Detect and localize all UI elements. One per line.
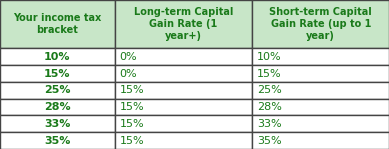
Polygon shape: [0, 48, 115, 65]
Polygon shape: [252, 115, 389, 132]
Polygon shape: [252, 82, 389, 99]
Polygon shape: [115, 82, 252, 99]
Text: 28%: 28%: [257, 102, 282, 112]
Text: 15%: 15%: [257, 69, 281, 79]
Text: 10%: 10%: [44, 52, 71, 62]
Text: 15%: 15%: [119, 136, 144, 146]
Polygon shape: [252, 48, 389, 65]
Text: Short-term Capital
Gain Rate (up to 1
year): Short-term Capital Gain Rate (up to 1 ye…: [269, 7, 372, 41]
Polygon shape: [0, 65, 115, 82]
Text: 0%: 0%: [119, 52, 137, 62]
Text: 0%: 0%: [119, 69, 137, 79]
Text: Long-term Capital
Gain Rate (1
year+): Long-term Capital Gain Rate (1 year+): [134, 7, 233, 41]
Text: 28%: 28%: [44, 102, 71, 112]
Text: 25%: 25%: [257, 85, 282, 95]
Text: 33%: 33%: [257, 119, 281, 129]
Polygon shape: [0, 132, 115, 149]
Text: 33%: 33%: [44, 119, 70, 129]
Polygon shape: [115, 115, 252, 132]
Text: 35%: 35%: [257, 136, 281, 146]
Polygon shape: [115, 48, 252, 65]
Polygon shape: [115, 99, 252, 115]
Polygon shape: [252, 132, 389, 149]
Text: 10%: 10%: [257, 52, 281, 62]
Polygon shape: [0, 99, 115, 115]
Text: 15%: 15%: [119, 102, 144, 112]
Polygon shape: [252, 65, 389, 82]
Polygon shape: [115, 65, 252, 82]
Polygon shape: [0, 82, 115, 99]
Polygon shape: [252, 99, 389, 115]
Polygon shape: [115, 0, 252, 48]
Text: 25%: 25%: [44, 85, 71, 95]
Polygon shape: [115, 132, 252, 149]
Text: Your income tax
bracket: Your income tax bracket: [13, 13, 102, 35]
Text: 15%: 15%: [119, 119, 144, 129]
Polygon shape: [0, 0, 115, 48]
Text: 15%: 15%: [44, 69, 71, 79]
Polygon shape: [0, 115, 115, 132]
Polygon shape: [252, 0, 389, 48]
Text: 15%: 15%: [119, 85, 144, 95]
Text: 35%: 35%: [44, 136, 70, 146]
